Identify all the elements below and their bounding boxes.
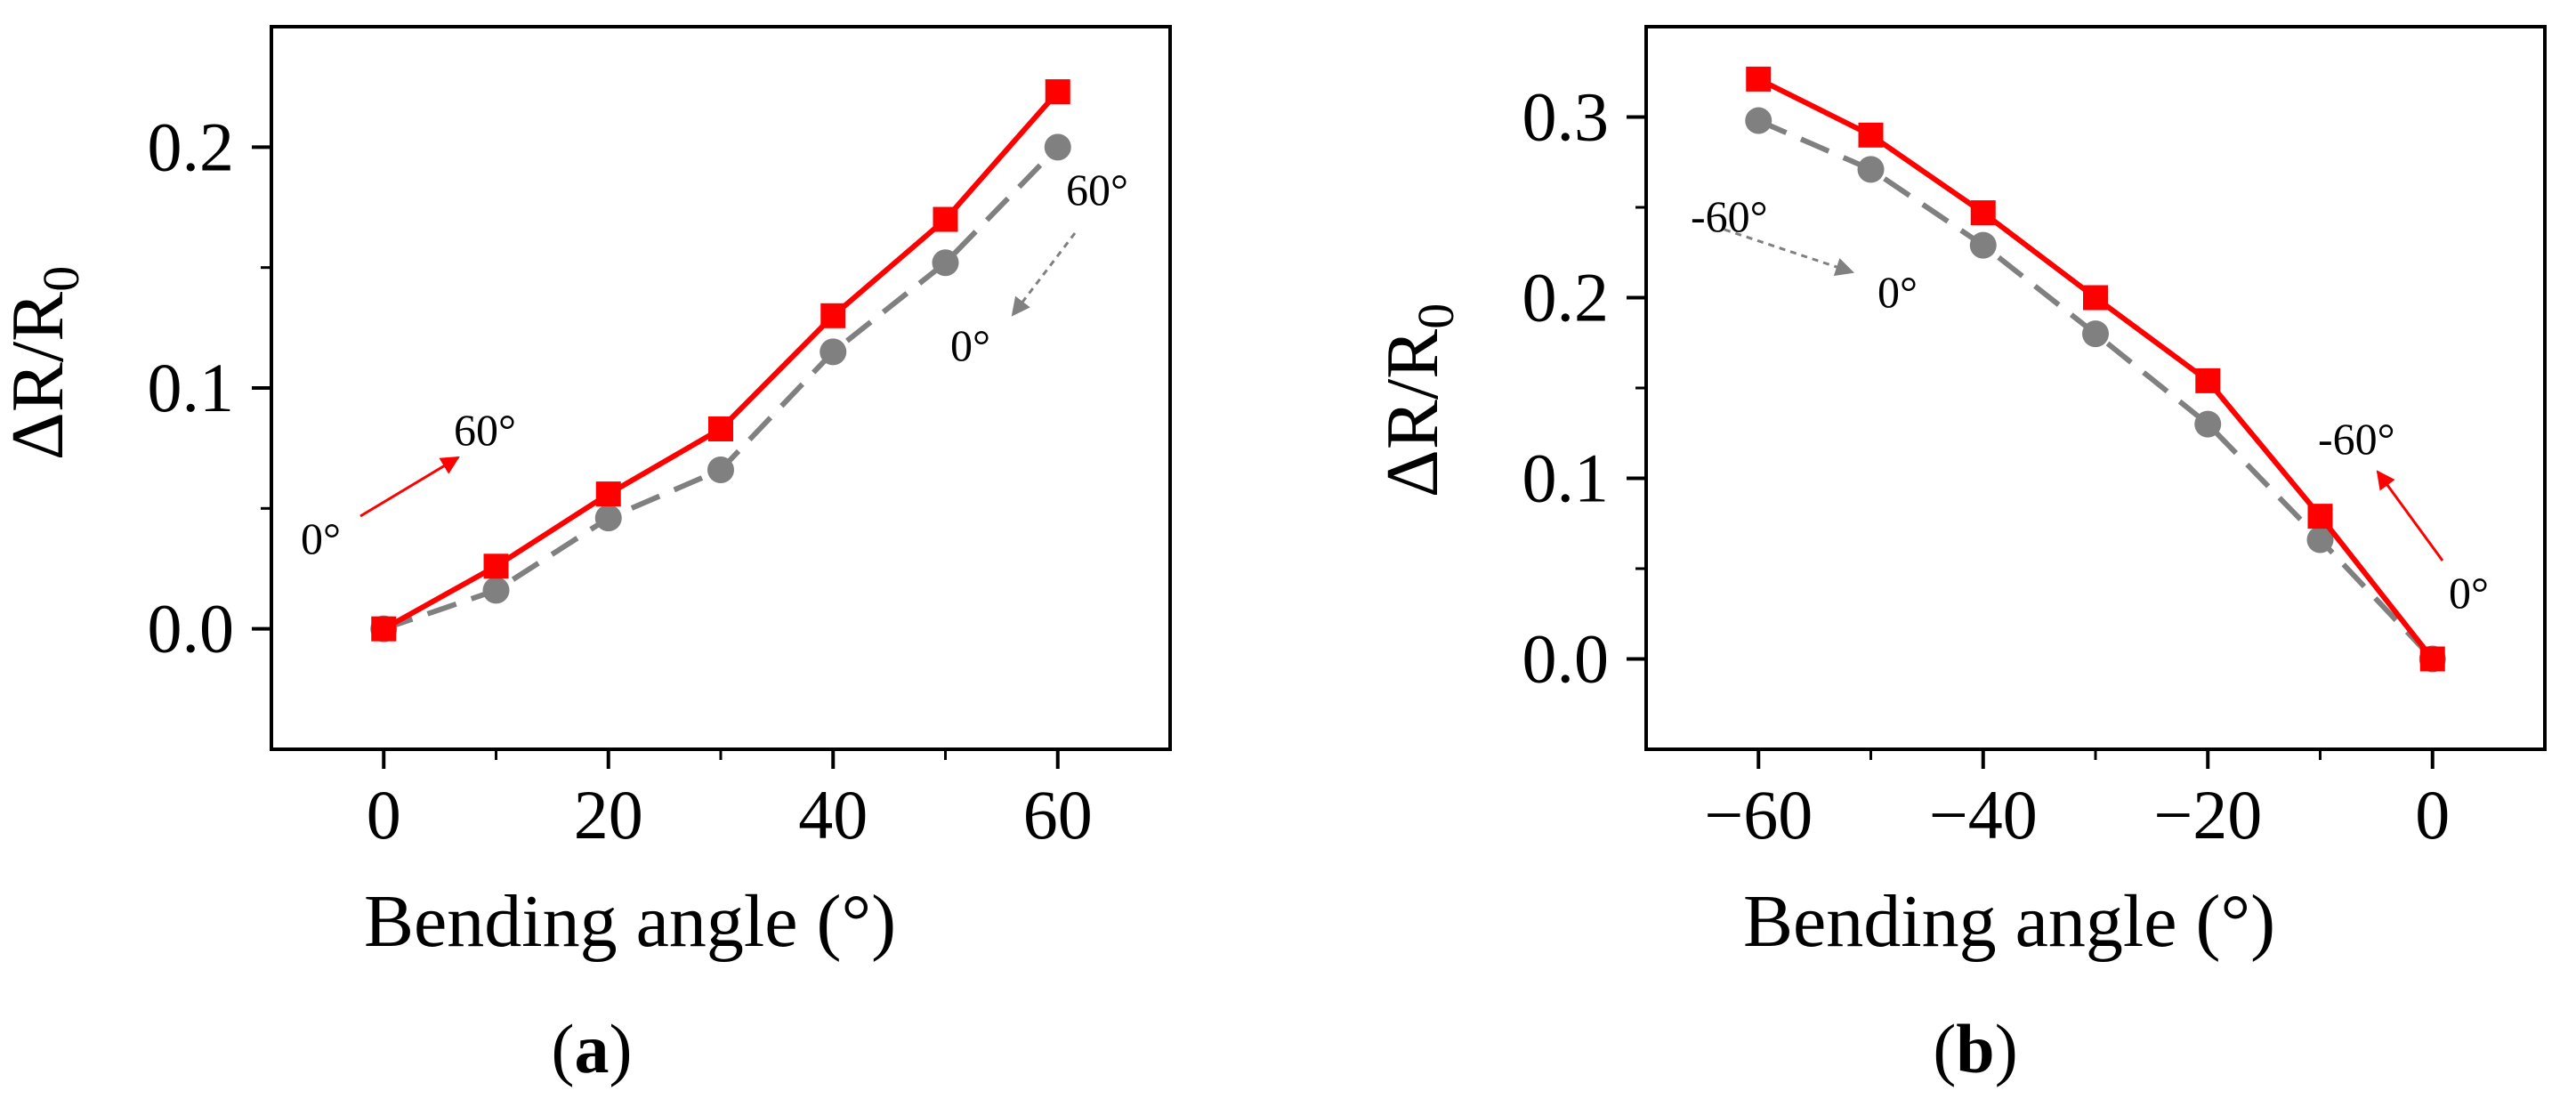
y-tick-label: 0.1 (148, 349, 235, 426)
data-point-circle (1044, 133, 1071, 161)
annotation-end-b: 0° (1877, 267, 1918, 317)
data-point-circle (2306, 526, 2334, 554)
data-point-square (820, 303, 846, 328)
panel-b: 0.0 0.1 0.2 0.3 −60 −40 −20 0 ΔR/R0 Bending an… (1371, 25, 2547, 1087)
y-axis-title-a: ΔR/R0 (0, 266, 90, 460)
data-point-square (1746, 66, 1772, 92)
frame-b (1644, 25, 2547, 751)
x-tick-label: 20 (574, 776, 643, 853)
y-tick-label: 0.2 (1522, 259, 1610, 336)
y-ticks-b: 0.0 0.1 0.2 0.3 (1522, 78, 1646, 698)
data-point-square (2195, 368, 2221, 393)
data-point-square (371, 616, 397, 642)
data-point-square (1045, 79, 1070, 105)
data-point-square (708, 416, 733, 442)
annotation-start-b: -60° (1691, 191, 1768, 241)
x-tick-label: 60 (1023, 776, 1093, 853)
data-point-circle (594, 505, 622, 532)
x-tick-label: 0 (2415, 776, 2450, 853)
series-a (370, 79, 1071, 642)
data-point-circle (1745, 107, 1773, 134)
data-point-square (595, 481, 621, 507)
x-tick-label: −40 (1929, 776, 2038, 853)
y-ticks-a: 0.0 0.1 0.2 (148, 108, 271, 667)
data-point-circle (932, 249, 959, 277)
data-point-square (2419, 646, 2445, 672)
y-tick-label: 0.3 (1522, 78, 1610, 156)
data-point-square (2307, 504, 2333, 529)
panel-label-a: (a) (552, 1010, 633, 1087)
y-tick-label: 0.0 (1522, 620, 1610, 698)
annotation-end-up-b: 0° (2449, 568, 2489, 618)
y-tick-label: 0.1 (1522, 440, 1610, 517)
annotation-start-a: 0° (301, 513, 341, 563)
data-point-circle (707, 457, 734, 484)
x-axis-title-b: Bending angle (°) (1743, 880, 2275, 963)
data-point-circle (1857, 156, 1885, 183)
data-point-square (2083, 285, 2108, 311)
data-point-circle (1969, 231, 1997, 259)
axes-frame-a (270, 25, 1172, 751)
y-tick-label: 0.0 (148, 590, 235, 667)
x-tick-label: 40 (798, 776, 868, 853)
x-ticks-b: −60 −40 −20 0 (1704, 749, 2450, 853)
series-b (1745, 66, 2446, 673)
data-point-square (1970, 200, 1996, 226)
data-point-circle (2194, 410, 2222, 438)
annotation-start-up-b: -60° (2318, 414, 2395, 464)
data-point-square (933, 206, 958, 232)
y-axis-title-subscript-a: 0 (32, 266, 90, 292)
data-point-square (483, 554, 509, 579)
arrow-up-b (2376, 470, 2444, 562)
y-tick-label: 0.2 (148, 108, 235, 185)
data-point-circle (2082, 320, 2109, 348)
data-point-circle (820, 338, 847, 366)
x-axis-title-a: Bending angle (°) (364, 880, 896, 963)
arrow-up-a (359, 456, 460, 518)
axes-frame-b (1644, 25, 2547, 751)
x-ticks-a: 0 20 40 60 (367, 749, 1093, 853)
annotation-start-down-a: 60° (1066, 165, 1128, 214)
panel-label-b: (b) (1933, 1010, 2017, 1087)
x-tick-label: −20 (2153, 776, 2262, 853)
series-line-gray-b (1757, 117, 2435, 661)
panel-a: 0.0 0.1 0.2 0 20 40 60 ΔR/R0 Bending angle (°… (0, 25, 1172, 1087)
x-tick-label: −60 (1704, 776, 1813, 853)
x-tick-label: 0 (367, 776, 401, 853)
data-point-circle (482, 577, 510, 604)
arrow-down-a (1011, 232, 1077, 317)
frame-a (270, 25, 1172, 751)
y-axis-title-b: ΔR/R0 (1371, 303, 1465, 497)
data-point-square (1858, 122, 1884, 148)
annotation-end-down-a: 0° (950, 320, 990, 370)
annotation-end-a: 60° (454, 405, 516, 455)
y-axis-title-subscript-b: 0 (1407, 303, 1465, 329)
